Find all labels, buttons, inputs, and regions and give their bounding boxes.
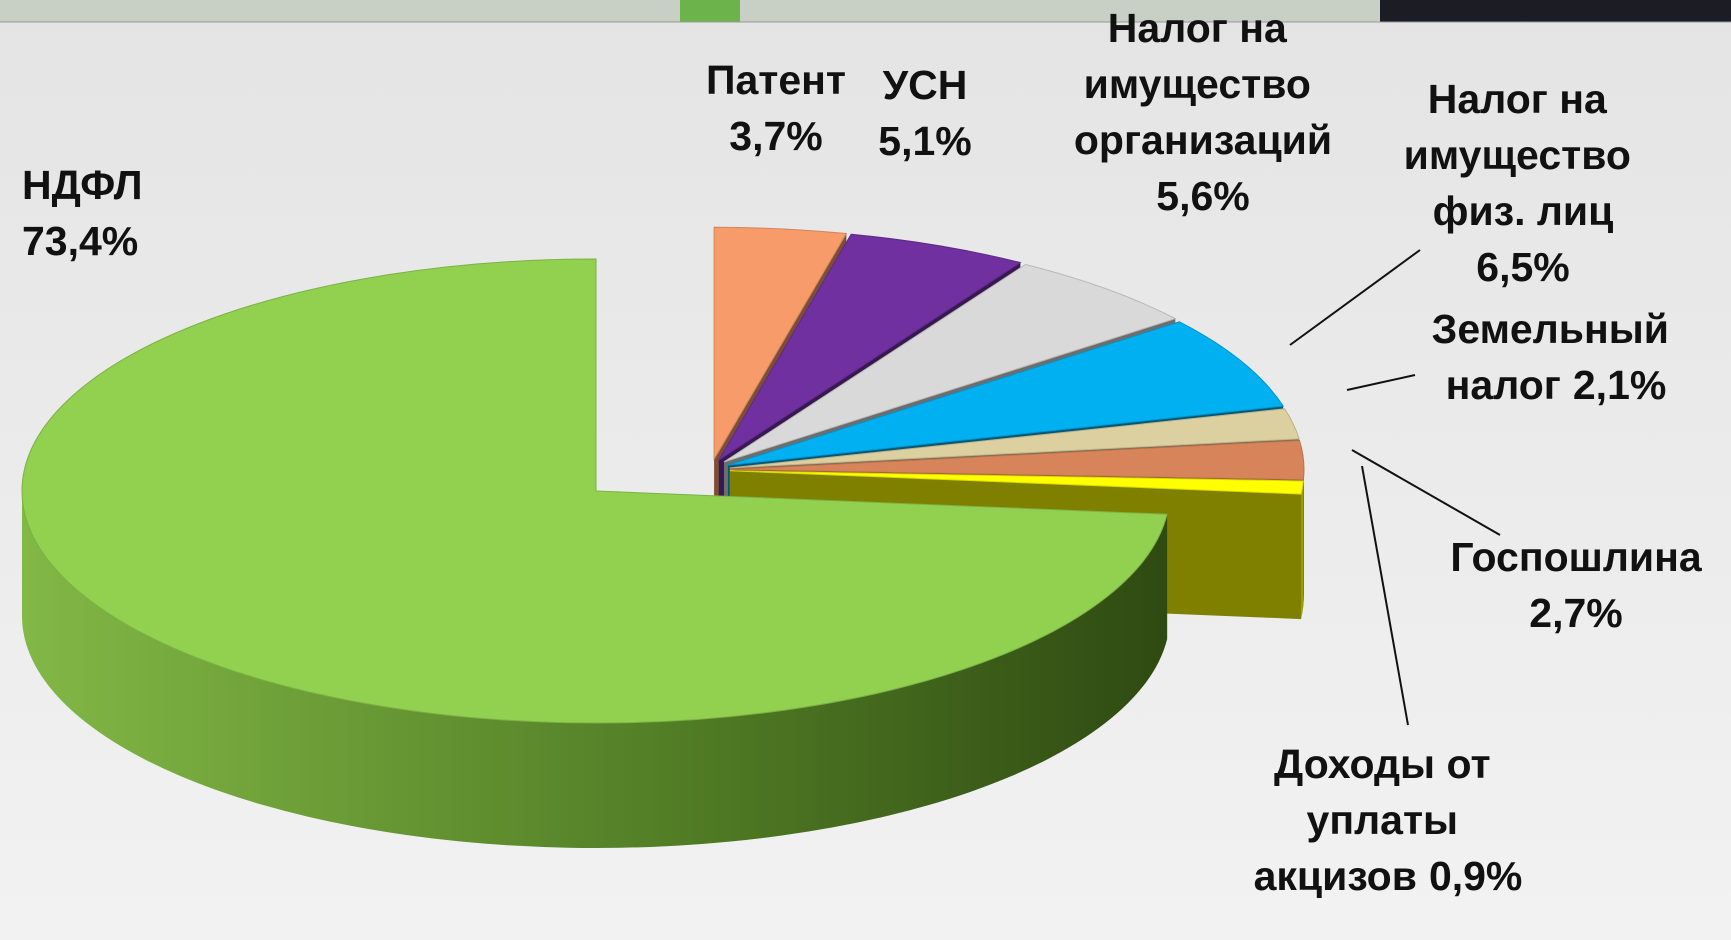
label-value: 0,9%: [1429, 853, 1522, 899]
label-value: 6,5%: [1476, 244, 1569, 290]
label-value: 2,1%: [1573, 362, 1666, 408]
top-strip-dark: [1380, 0, 1731, 22]
label-value: 5,1%: [878, 118, 971, 164]
leader-lines: [1289, 249, 1501, 726]
slice: [729, 408, 1300, 469]
labels: НДФЛ 73,4% Патент 3,7% УСН 5,1% Налог на имуще…: [22, 5, 1703, 899]
slice-side: [1303, 469, 1304, 605]
slice-side: [22, 491, 1168, 849]
label-name: Налог на имущество физ. лиц: [1404, 76, 1643, 234]
slice: [713, 226, 848, 462]
slice: [21, 258, 1168, 724]
leader-line: [1351, 449, 1501, 536]
slice: [729, 470, 1304, 495]
label-name: Земельный налог: [1432, 306, 1681, 408]
pie: [21, 226, 1305, 849]
top-strip: [0, 0, 1731, 22]
label-name: УСН: [883, 62, 968, 108]
label-name: НДФЛ: [22, 162, 142, 208]
top-strip-accent: [680, 0, 740, 22]
leader-line: [1289, 249, 1421, 346]
label-name: Доходы от уплаты акцизов: [1254, 741, 1502, 899]
slice-side: [1301, 480, 1304, 620]
slice: [729, 439, 1305, 481]
label-name: Налог на имущество организаций: [1074, 5, 1332, 163]
leader-line: [1361, 465, 1409, 726]
slice: [718, 233, 1022, 461]
label-value: 73,4%: [22, 218, 138, 264]
label-value: 2,7%: [1529, 590, 1622, 636]
slice: [727, 321, 1285, 466]
slice: [723, 263, 1177, 463]
leader-line: [1346, 374, 1416, 391]
label-value: 3,7%: [729, 113, 822, 159]
label-name: Госпошлина: [1450, 534, 1703, 580]
label-name: Патент: [706, 57, 846, 103]
label-value: 5,6%: [1156, 173, 1249, 219]
